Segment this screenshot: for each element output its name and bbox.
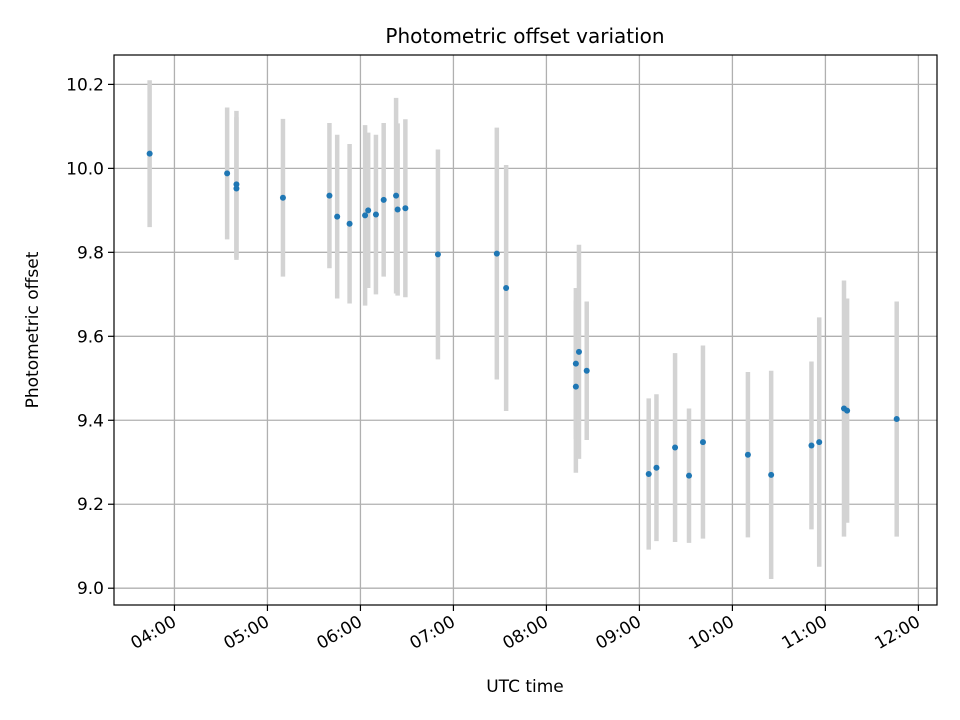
data-point [326,192,333,199]
data-point [744,451,751,458]
y-tick-label: 9.8 [77,243,104,263]
data-point [279,194,286,201]
data-point [808,442,815,449]
data-point [844,407,851,414]
y-tick-label: 9.6 [77,327,104,347]
y-tick-label: 9.0 [77,579,104,599]
y-tick-label: 10.0 [66,159,104,179]
data-point [402,205,409,212]
data-point [503,285,510,292]
plot-frame [113,54,938,606]
data-point [572,383,579,390]
data-points [146,150,900,479]
data-point [394,206,401,213]
data-point [334,213,341,220]
data-point [575,348,582,355]
y-axis-title: Photometric offset [23,251,43,408]
data-point [393,192,400,199]
data-point [146,150,153,157]
data-point [893,416,900,423]
chart-title: Photometric offset variation [385,24,664,48]
data-point [645,471,652,478]
data-point [583,367,590,374]
grid [114,55,937,605]
y-tick-label: 9.4 [77,411,104,431]
data-point [434,251,441,258]
data-point [380,196,387,203]
data-point [572,360,579,367]
data-point [362,212,369,219]
data-point [233,185,240,192]
data-point [346,220,353,227]
x-axis-title: UTC time [486,677,564,697]
data-point [768,471,775,478]
y-tick-label: 10.2 [66,75,104,95]
data-point [224,170,231,177]
data-point [493,250,500,257]
data-point [672,444,679,451]
data-point [365,207,372,214]
data-point [816,439,823,446]
data-point [233,181,240,188]
data-point [372,211,379,218]
data-point [699,439,706,446]
y-tick-label: 9.2 [77,495,104,515]
data-point [653,464,660,471]
data-point [686,472,693,479]
